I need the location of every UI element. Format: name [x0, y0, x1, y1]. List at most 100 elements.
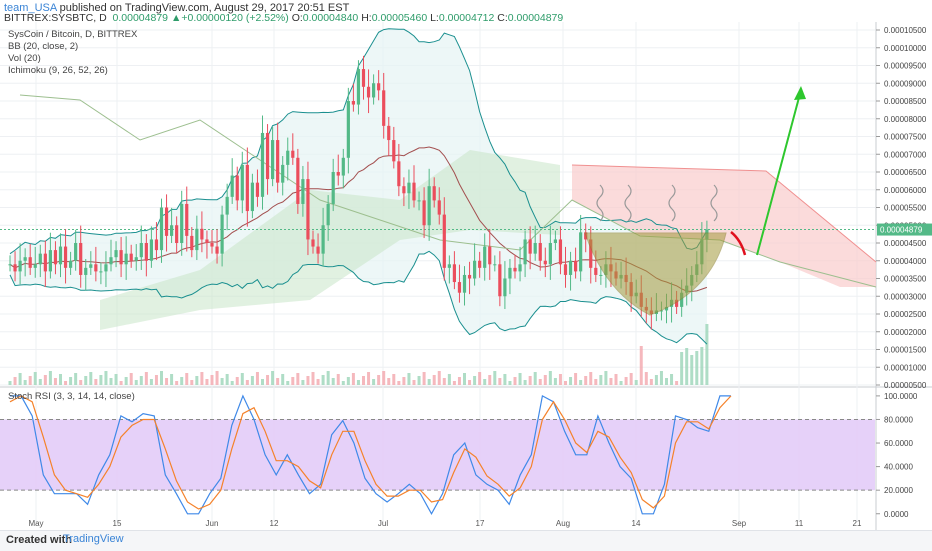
- volume-bar: [538, 379, 542, 385]
- candle-body: [366, 86, 371, 98]
- volume-bar: [235, 377, 239, 385]
- projection-arrow-head: [794, 86, 806, 100]
- volume-bar: [629, 373, 633, 385]
- x-tick-label: 12: [270, 519, 279, 528]
- footer: Created with TradingView: [0, 530, 932, 551]
- candle-body: [437, 200, 441, 215]
- candle-body: [230, 175, 234, 197]
- candle-body: [195, 228, 199, 251]
- candle-body: [33, 264, 37, 268]
- volume-bar: [463, 373, 466, 385]
- candle-body: [377, 83, 381, 91]
- change-arrow-icon: ▲: [170, 12, 182, 24]
- candle-body: [296, 157, 300, 204]
- volume-bar: [412, 380, 416, 385]
- volume-bar: [584, 376, 588, 385]
- y-tick-label: 0.00005500: [884, 204, 927, 213]
- volume-bar: [594, 379, 598, 385]
- y-tick-label: 0.00010000: [884, 44, 927, 53]
- volume-bar: [144, 372, 148, 385]
- volume-bar: [685, 348, 689, 385]
- candle-body: [589, 239, 593, 268]
- y-tick-label: 0.00003500: [884, 275, 927, 284]
- candle-body: [311, 239, 315, 247]
- volume-bar: [84, 376, 88, 385]
- volume-bar: [644, 372, 648, 385]
- x-tick-label: Jun: [206, 519, 219, 528]
- volume-bar: [74, 373, 78, 385]
- projection-arrow: [756, 89, 802, 256]
- candle-body: [58, 246, 63, 265]
- volume-bar: [700, 347, 704, 385]
- volume-bar: [225, 374, 229, 385]
- candle-body: [286, 150, 290, 165]
- volume-bar: [281, 374, 285, 385]
- volume-bar: [220, 378, 224, 385]
- candle-body: [94, 264, 98, 272]
- volume-bar: [28, 376, 32, 385]
- volume-bar: [427, 379, 431, 385]
- candle-body: [53, 250, 58, 265]
- candle-body: [149, 239, 153, 261]
- volume-bar: [372, 379, 376, 385]
- volume-bar: [64, 381, 68, 385]
- y-tick-label: 0.00008000: [884, 115, 927, 124]
- volume-bar: [154, 375, 158, 385]
- candle-body: [372, 83, 376, 98]
- volume-bar: [230, 381, 234, 385]
- candle-body: [397, 161, 401, 187]
- volume-bar: [483, 379, 487, 385]
- volume-bar: [291, 377, 295, 385]
- volume-bar: [341, 381, 345, 385]
- candle-body: [316, 246, 320, 254]
- volume-bar: [670, 374, 674, 385]
- volume-bar: [705, 324, 709, 385]
- y-tick-label: 0.00008500: [884, 97, 927, 106]
- y-tick-label: 0.00002500: [884, 310, 927, 319]
- volume-bar: [533, 372, 537, 385]
- volume-bar: [589, 372, 593, 385]
- candle-body: [387, 125, 391, 141]
- candle-body: [321, 225, 325, 254]
- volume-bar: [53, 378, 57, 385]
- chart-canvas[interactable]: 0.00010500 0.00010000 0.00009500 0.00009000…: [0, 0, 932, 530]
- candle-body: [508, 267, 512, 279]
- volume-bar: [402, 377, 406, 385]
- volume-bar: [452, 381, 456, 385]
- candle-body: [240, 164, 244, 201]
- candle-body: [69, 260, 73, 268]
- volume-bar: [599, 375, 603, 385]
- candle-body: [412, 182, 416, 201]
- candle-body: [457, 282, 462, 293]
- volume-bar: [564, 381, 567, 385]
- candle-body: [473, 260, 477, 279]
- candle-body: [99, 271, 103, 273]
- open-value: 0.00004840: [302, 12, 359, 24]
- volume-bar: [48, 371, 52, 385]
- volume-bar: [362, 376, 365, 385]
- candle-body: [63, 246, 68, 268]
- candle-body: [518, 264, 522, 272]
- x-tick-label: 21: [853, 519, 862, 528]
- candle-body: [245, 164, 249, 212]
- volume-bar: [377, 375, 381, 385]
- volume-bar: [104, 371, 108, 385]
- y-tick-label: 0.00007500: [884, 133, 927, 142]
- candle-body: [432, 186, 436, 201]
- volume-bar: [165, 378, 169, 385]
- volume-bar: [574, 373, 578, 385]
- candle-body: [513, 267, 517, 272]
- volume-bar: [8, 381, 12, 385]
- candle-body: [190, 235, 194, 251]
- candle-body: [568, 260, 573, 275]
- open-label: O:: [291, 12, 303, 24]
- candle-body: [159, 207, 164, 251]
- x-tick-label: 11: [795, 519, 804, 528]
- tradingview-logo[interactable]: TradingView: [63, 533, 124, 545]
- author-link[interactable]: team_USA: [4, 2, 57, 14]
- candle-body: [205, 239, 209, 243]
- legend-title: SysCoin / Bitcoin, D, BITTREX: [8, 29, 138, 40]
- candle-body: [675, 299, 679, 307]
- volume-bar: [690, 355, 694, 385]
- volume-bar: [23, 380, 27, 385]
